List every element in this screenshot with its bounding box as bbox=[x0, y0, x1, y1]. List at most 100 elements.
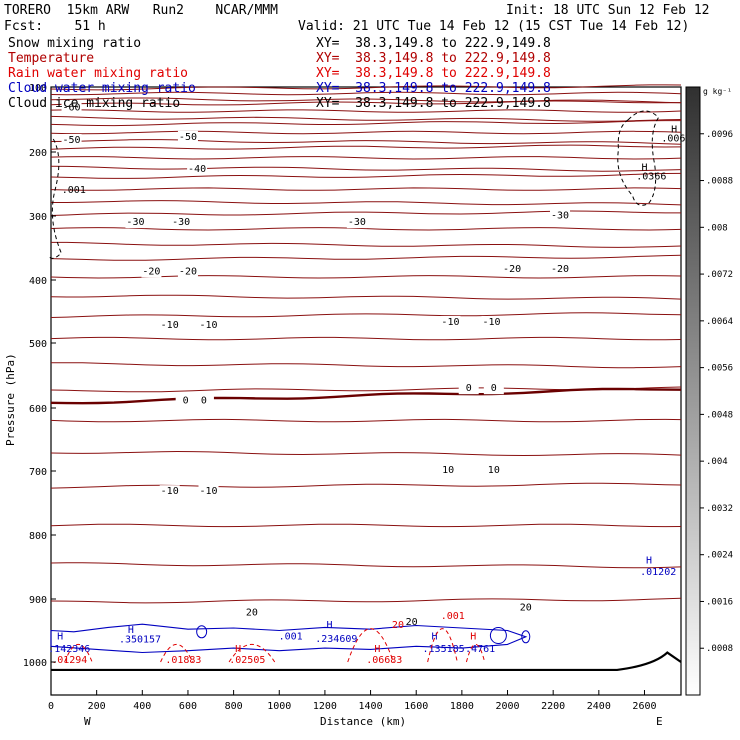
snow-contour-west bbox=[48, 138, 62, 259]
x-axis-title: Distance (km) bbox=[320, 715, 406, 728]
temperature-contour-label: 20 bbox=[520, 603, 532, 614]
colorbar: .0096 .0088 .008 .0072 .0064 .0056 .0048 .004 .0… bbox=[685, 86, 733, 696]
rain-contour-label: .01883 bbox=[165, 655, 201, 666]
temperature-contour-line bbox=[50, 172, 682, 179]
temperature-contour-label: -30 bbox=[172, 217, 190, 228]
temperature-contour-label: -20 bbox=[179, 266, 197, 277]
rain-contour bbox=[347, 628, 394, 663]
temperature-contour-line bbox=[50, 165, 682, 172]
contour-label-bg bbox=[193, 394, 214, 407]
x-tick-label: 1800 bbox=[450, 701, 474, 712]
rain-contour-label: .02505 bbox=[229, 655, 265, 666]
temperature-contour-label: -30 bbox=[551, 211, 569, 222]
cloud-water-cell bbox=[521, 630, 531, 644]
x-tick-label: 1000 bbox=[267, 701, 291, 712]
temperature-contour-label: 20 bbox=[246, 608, 258, 619]
cloud-water-label: .4761 bbox=[465, 644, 495, 655]
field-cloudwater-xy: XY= 38.3,149.8 to 222.9,149.8 bbox=[316, 81, 551, 96]
x-end-label-west: W bbox=[84, 715, 91, 728]
contour-label-bg bbox=[159, 485, 180, 498]
contour-label-bg bbox=[141, 265, 162, 278]
field-temp-name: Temperature bbox=[8, 51, 95, 66]
contour-label-bg bbox=[125, 216, 146, 229]
temperature-contour-line bbox=[50, 450, 682, 457]
snow-contour-east bbox=[617, 110, 660, 206]
rain-contour bbox=[160, 643, 193, 663]
temperature-contour-line bbox=[50, 156, 682, 160]
contour-label-bg bbox=[515, 601, 536, 614]
cloud-water-label: H bbox=[326, 620, 332, 631]
temperature-contour-line bbox=[50, 120, 681, 127]
contour-label-bg bbox=[175, 394, 196, 407]
field-temp-xy: XY= 38.3,149.8 to 222.9,149.8 bbox=[316, 51, 551, 66]
temperature-contour-line bbox=[50, 336, 682, 341]
axes: 0 200 400 600 800 1000 1200 1400 1600 1800 2000 220… bbox=[23, 83, 657, 712]
temperature-contour-line bbox=[51, 241, 682, 248]
colorbar-tick-label: .008 bbox=[706, 223, 728, 233]
colorbar-tick-label: .0072 bbox=[706, 270, 733, 280]
contour-label-bg bbox=[483, 464, 504, 477]
temperature-contour-label: -40 bbox=[188, 164, 206, 175]
contour-label-bg bbox=[458, 382, 479, 395]
field-cloudice-xy: XY= 38.3,149.8 to 222.9,149.8 bbox=[316, 96, 551, 111]
temperature-contour-label: -10 bbox=[161, 320, 179, 331]
temperature-contour-label: -30 bbox=[348, 217, 366, 228]
colorbar-tick-label: .0096 bbox=[706, 130, 733, 140]
x-end-label-east: E bbox=[656, 715, 663, 728]
temperature-contour-line bbox=[50, 100, 682, 106]
contour-label-bg bbox=[177, 130, 198, 143]
zero-degree-contour bbox=[50, 387, 682, 405]
temperature-contour-line bbox=[50, 227, 682, 231]
x-tick-label: 2600 bbox=[632, 701, 656, 712]
colorbar-tick-label: .0056 bbox=[706, 364, 733, 374]
contour-label-bg bbox=[550, 209, 571, 222]
cloud-water-label: H bbox=[431, 632, 437, 643]
contour-label-bg bbox=[61, 101, 82, 114]
y-tick-label: 600 bbox=[29, 404, 47, 415]
contour-label-bg bbox=[177, 265, 198, 278]
temperature-contour-label: 10 bbox=[442, 465, 454, 476]
temperature-contour-line bbox=[50, 418, 682, 423]
temperature-contour-label: -10 bbox=[199, 320, 217, 331]
colorbar-tick-label: .0016 bbox=[706, 597, 733, 607]
temperature-contour-label: 0 bbox=[466, 383, 472, 394]
temperature-contour-line bbox=[50, 97, 682, 104]
temperature-contour-line bbox=[51, 200, 682, 206]
temperature-contour-label: -10 bbox=[483, 317, 501, 328]
colorbar-gradient bbox=[685, 86, 701, 696]
x-tick-label: 800 bbox=[225, 701, 243, 712]
colorbar-tick-label: .0048 bbox=[706, 410, 733, 420]
y-tick-label: 800 bbox=[29, 531, 47, 542]
rain-contour bbox=[427, 628, 458, 663]
snow-contour-label: H bbox=[671, 125, 677, 136]
temperature-contour-line bbox=[50, 130, 682, 135]
contour-label-bg bbox=[159, 319, 180, 332]
temperature-contour-line bbox=[50, 115, 682, 122]
header-fcst: Fcst: 51 h bbox=[4, 19, 106, 34]
contour-label-bg bbox=[241, 606, 262, 619]
x-tick-label: 1600 bbox=[404, 701, 428, 712]
temperature-contour-line bbox=[50, 254, 682, 261]
contour-label-bg bbox=[187, 163, 208, 175]
temperature-contour-line bbox=[50, 139, 682, 145]
temperature-contour-label: -60 bbox=[63, 103, 81, 114]
cloud-water-label: .01202 bbox=[640, 567, 676, 578]
contour-label-bg bbox=[346, 216, 367, 229]
cloud-water-label: H bbox=[57, 632, 63, 643]
x-tick-label: 2400 bbox=[587, 701, 611, 712]
cloud-water-label: .234609 bbox=[315, 634, 357, 645]
temperature-contour-line bbox=[50, 294, 682, 300]
rain-contour-label: .06683 bbox=[366, 655, 402, 666]
cloud-water-label: .142346 bbox=[48, 644, 90, 655]
contour-label-bg bbox=[198, 485, 219, 498]
colorbar-tick-label: .0064 bbox=[706, 317, 733, 327]
cloud-water-label: .350157 bbox=[119, 635, 161, 646]
contour-label-bg bbox=[481, 315, 502, 328]
snow-contour-label: .0069 bbox=[661, 134, 691, 145]
temperature-contour-label: -20 bbox=[551, 264, 569, 275]
terrain-line bbox=[51, 651, 682, 672]
contour-label-bg bbox=[502, 262, 523, 275]
contour-label-bg bbox=[171, 216, 192, 229]
colorbar-tick-label: .0024 bbox=[706, 551, 733, 561]
